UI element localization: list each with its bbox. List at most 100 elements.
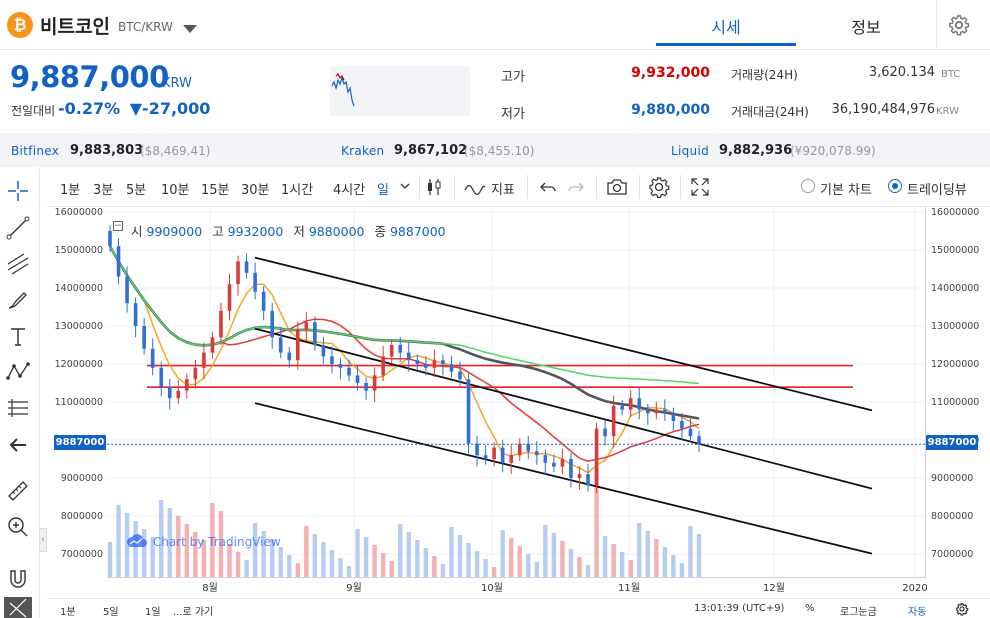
candle-body bbox=[500, 447, 505, 463]
volume-bar bbox=[440, 564, 446, 577]
toolbar-separator bbox=[527, 175, 528, 199]
candle-body bbox=[321, 345, 326, 357]
channel-line bbox=[254, 402, 873, 555]
candle-body bbox=[364, 383, 368, 391]
chart-settings-gear-icon[interactable] bbox=[647, 175, 671, 199]
timeframe-1d[interactable]: 일 bbox=[377, 183, 389, 198]
pattern-icon[interactable] bbox=[4, 358, 32, 386]
candle-body bbox=[278, 337, 283, 353]
moving-average-line bbox=[108, 245, 700, 420]
toolbar-collapse-handle[interactable]: ‹ bbox=[39, 528, 47, 552]
timeframe-30m[interactable]: 30분 bbox=[241, 183, 270, 198]
timeframe-1m[interactable]: 1분 bbox=[60, 183, 81, 198]
x-tick-label: 11월 bbox=[618, 582, 640, 594]
timeframe-3m[interactable]: 3분 bbox=[93, 183, 114, 198]
fullscreen-icon[interactable] bbox=[688, 175, 712, 199]
exchange-name: Kraken bbox=[341, 144, 385, 158]
currency-label: KRW bbox=[162, 76, 192, 91]
text-tool-icon[interactable] bbox=[4, 322, 32, 350]
volume-bar bbox=[611, 544, 616, 577]
channel-line bbox=[254, 327, 873, 490]
change-label: 전일대비 bbox=[11, 104, 56, 118]
candle-body bbox=[389, 345, 394, 357]
volume-bar bbox=[235, 552, 241, 577]
volume-bar bbox=[124, 513, 130, 577]
volume-bar bbox=[269, 539, 275, 577]
undo-icon[interactable] bbox=[536, 175, 560, 199]
exchange-price: 9,883,803 bbox=[70, 143, 144, 158]
timeframe-chevron-down-icon[interactable] bbox=[399, 181, 411, 191]
y-tick-label: 9000000 bbox=[931, 473, 973, 484]
exchange-price: 9,867,102 bbox=[394, 143, 468, 158]
log-scale-toggle[interactable]: 로그눈금 bbox=[840, 607, 877, 618]
legend-collapse-icon[interactable]: − bbox=[113, 221, 123, 231]
volume-bar bbox=[500, 530, 505, 577]
percent-toggle[interactable]: % bbox=[805, 603, 815, 614]
candle-body bbox=[185, 379, 189, 391]
auto-scale-toggle[interactable]: 자동 bbox=[908, 607, 927, 618]
bottom-settings-gear-icon[interactable] bbox=[955, 602, 969, 616]
volume-bar bbox=[159, 500, 164, 577]
candle-body bbox=[543, 455, 548, 463]
range-1d[interactable]: 1일 bbox=[145, 607, 161, 618]
volume-bar bbox=[560, 541, 565, 577]
candle-body bbox=[645, 409, 650, 414]
candle-body bbox=[526, 443, 531, 452]
redo-icon[interactable] bbox=[564, 175, 588, 199]
candlestick-type-icon[interactable] bbox=[422, 175, 446, 199]
tradingview-radio[interactable] bbox=[888, 179, 902, 193]
coin-name[interactable]: 비트코인 bbox=[40, 16, 110, 38]
indicator-wave-icon[interactable] bbox=[463, 175, 487, 199]
prediction-icon[interactable] bbox=[4, 394, 32, 422]
volume-bar bbox=[662, 547, 668, 577]
hide-drawings-icon[interactable] bbox=[4, 595, 32, 618]
ruler-icon[interactable] bbox=[4, 477, 32, 505]
candle-body bbox=[697, 436, 701, 445]
basic-chart-radio[interactable] bbox=[801, 179, 815, 193]
range-1m[interactable]: 1분 bbox=[60, 607, 76, 618]
volume-bar bbox=[688, 526, 693, 577]
timeframe-5m[interactable]: 5분 bbox=[126, 183, 147, 198]
timeframe-10m[interactable]: 10분 bbox=[161, 183, 190, 198]
coin-code: BTC/KRW bbox=[118, 20, 173, 34]
x-tick-label: 10월 bbox=[481, 582, 503, 594]
timeframe-1h[interactable]: 1시간 bbox=[281, 183, 314, 198]
tab-info[interactable]: 정보 bbox=[851, 18, 881, 37]
tab-price[interactable]: 시세 bbox=[711, 18, 741, 37]
low-value: 9,880,000 bbox=[631, 102, 710, 118]
zoom-in-icon[interactable] bbox=[4, 513, 32, 541]
candle-body bbox=[586, 474, 590, 486]
y-axis-left: 16000000 15000000 14000000 13000000 12000000… bbox=[55, 207, 103, 560]
trend-line-icon[interactable] bbox=[4, 214, 32, 242]
x-tick-label: 9월 bbox=[346, 582, 362, 594]
settings-gear-icon[interactable] bbox=[948, 14, 970, 36]
tradingview-watermark: Chart by TradingView bbox=[125, 533, 281, 549]
brush-icon[interactable] bbox=[4, 286, 32, 314]
toolbar-separator bbox=[454, 175, 455, 199]
y-tick-label: 11000000 bbox=[931, 397, 979, 408]
timeframe-15m[interactable]: 15분 bbox=[201, 183, 230, 198]
x-tick-label: 12월 bbox=[763, 582, 785, 594]
indicator-button[interactable]: 지표 bbox=[491, 183, 515, 198]
coin-dropdown-caret-icon[interactable] bbox=[183, 25, 197, 33]
close-value: 9887000 bbox=[389, 224, 446, 239]
header: ₿ 비트코인 BTC/KRW 시세 정보 bbox=[0, 0, 990, 50]
volume-unit: BTC bbox=[941, 69, 961, 80]
fib-retracement-icon[interactable] bbox=[4, 250, 32, 278]
goto-date-button[interactable]: ...로 가기 bbox=[173, 607, 214, 618]
volume-bar bbox=[355, 529, 360, 577]
magnet-icon[interactable] bbox=[4, 565, 32, 593]
volume-bar bbox=[491, 567, 497, 577]
crosshair-icon[interactable] bbox=[4, 177, 32, 205]
range-5d[interactable]: 5일 bbox=[103, 607, 119, 618]
volume-bar bbox=[423, 548, 429, 577]
candle-body bbox=[347, 367, 351, 376]
back-arrow-icon[interactable] bbox=[4, 431, 32, 459]
timeframe-4h[interactable]: 4시간 bbox=[333, 183, 366, 198]
basic-chart-label[interactable]: 기본 차트 bbox=[820, 183, 872, 198]
camera-icon[interactable] bbox=[605, 175, 629, 199]
volume-bar bbox=[150, 537, 155, 577]
tradingview-label[interactable]: 트레이딩뷰 bbox=[907, 183, 967, 198]
mini-chart-sparkline bbox=[331, 72, 355, 107]
price-chart[interactable]: 16000000 15000000 14000000 13000000 12000000… bbox=[47, 207, 990, 598]
